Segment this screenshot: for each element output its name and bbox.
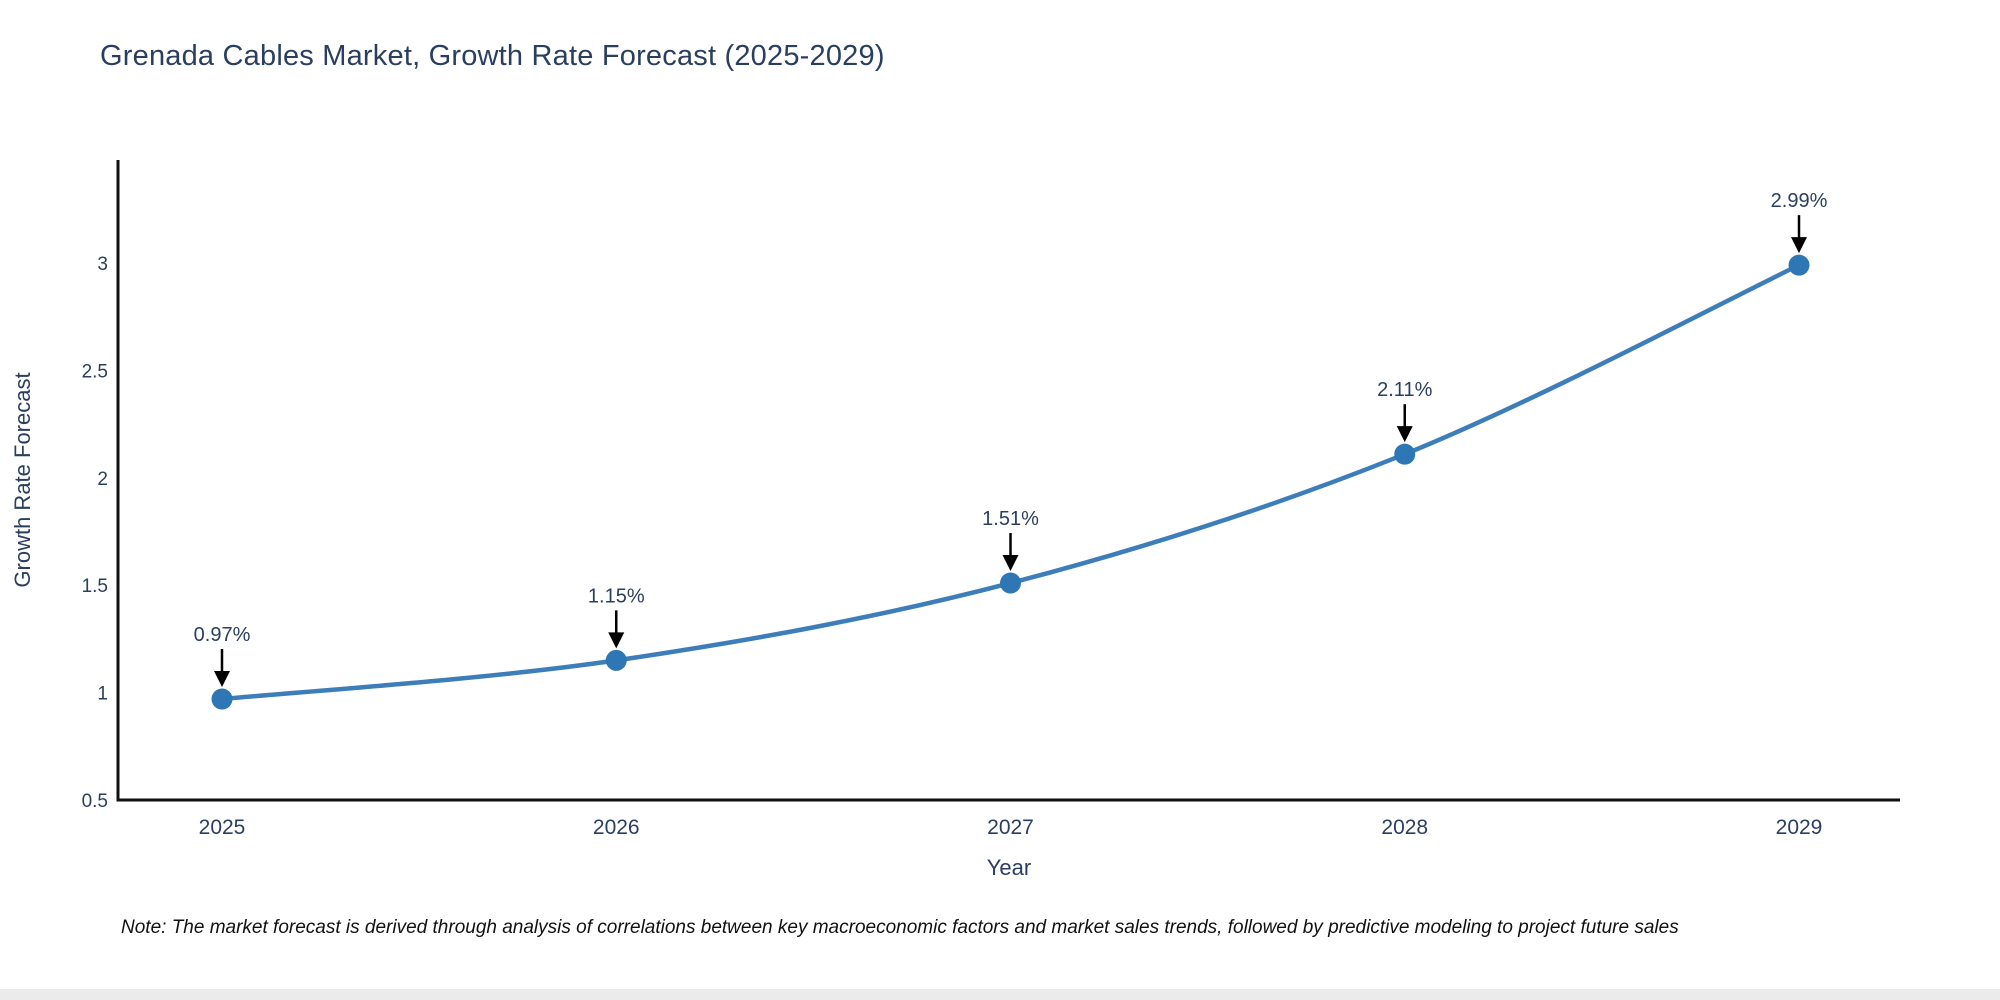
point-value-label: 1.15% [588, 585, 645, 607]
x-tick-label: 2025 [199, 816, 246, 839]
data-point [211, 688, 233, 710]
bottom-divider [0, 989, 2000, 1000]
x-tick-label: 2029 [1776, 816, 1823, 839]
y-tick-label: 1 [97, 684, 108, 705]
annotation-arrow-head [1396, 426, 1413, 443]
y-tick-label: 2.5 [82, 361, 108, 382]
data-point [1788, 254, 1810, 276]
y-axis-title: Growth Rate Forecast [10, 372, 35, 587]
x-axis-title: Year [987, 855, 1031, 880]
annotation-arrow-head [214, 671, 230, 688]
point-value-label: 2.99% [1771, 190, 1828, 212]
y-tick-label: 1.5 [82, 576, 108, 597]
y-tick-label: 2 [97, 469, 108, 490]
point-value-label: 2.11% [1377, 379, 1432, 401]
chart-title: Grenada Cables Market, Growth Rate Forec… [100, 40, 885, 72]
footnote: Note: The market forecast is derived thr… [121, 917, 1679, 938]
annotation-arrow-head [608, 632, 625, 649]
point-value-label: 0.97% [194, 624, 251, 646]
y-tick-label: 3 [97, 254, 108, 275]
x-tick-label: 2026 [593, 816, 640, 839]
data-point [1000, 572, 1021, 594]
data-point [605, 649, 627, 671]
data-point [1394, 443, 1416, 465]
x-tick-label: 2028 [1381, 816, 1428, 839]
y-tick-label: 0.5 [82, 791, 108, 812]
annotation-arrow-head [1002, 555, 1019, 572]
trend-line [219, 262, 1802, 702]
x-tick-label: 2027 [987, 816, 1034, 839]
annotation-arrow-head [1791, 237, 1807, 254]
point-value-label: 1.51% [982, 508, 1039, 530]
